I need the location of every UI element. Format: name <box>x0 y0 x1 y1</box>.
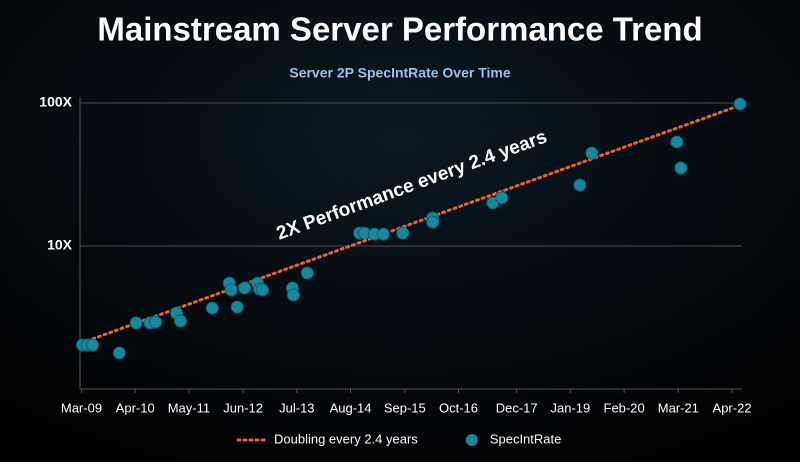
x-tick-label: Apr-22 <box>713 400 752 415</box>
x-tick-label: Mar-21 <box>658 400 699 415</box>
x-tick-label: Jun-12 <box>223 400 263 415</box>
chart-title: Mainstream Server Performance Trend <box>97 11 702 48</box>
data-point <box>205 301 219 315</box>
data-point <box>376 227 390 241</box>
data-point <box>129 316 143 330</box>
x-tick-label: Mar-09 <box>61 400 102 415</box>
x-tick-label: Apr-10 <box>116 400 155 415</box>
x-tick-label: Jan-19 <box>551 400 591 415</box>
data-point <box>670 135 684 149</box>
data-point <box>112 346 126 360</box>
chart-subtitle: Server 2P SpecIntRate Over Time <box>289 65 510 81</box>
data-point <box>173 314 187 328</box>
data-point <box>674 161 688 175</box>
x-tick-label: Aug-14 <box>330 400 372 415</box>
data-point <box>426 215 440 229</box>
legend-label: SpecIntRate <box>490 431 562 446</box>
data-point <box>238 281 252 295</box>
data-point <box>256 283 270 297</box>
x-tick-label: Feb-20 <box>604 400 645 415</box>
data-point <box>286 288 300 302</box>
x-tick-label: May-11 <box>168 400 210 415</box>
legend-swatch <box>465 434 478 446</box>
data-point <box>300 266 314 280</box>
data-point <box>224 283 238 297</box>
y-tick-label: 10X <box>47 237 73 253</box>
x-tick-label: Jul-13 <box>279 400 314 415</box>
data-point <box>495 191 509 205</box>
x-tick-label: Oct-16 <box>439 400 478 415</box>
x-tick-label: Dec-17 <box>496 400 538 415</box>
legend-label: Doubling every 2.4 years <box>274 431 418 446</box>
trend-line <box>80 106 734 345</box>
data-point <box>733 97 747 111</box>
data-point <box>230 300 244 314</box>
x-tick-label: Sep-15 <box>384 400 426 415</box>
data-point <box>396 226 410 240</box>
data-point <box>585 146 599 160</box>
y-tick-label: 100X <box>39 94 72 110</box>
data-point <box>85 338 99 352</box>
data-point <box>149 315 163 329</box>
data-point <box>573 178 587 192</box>
